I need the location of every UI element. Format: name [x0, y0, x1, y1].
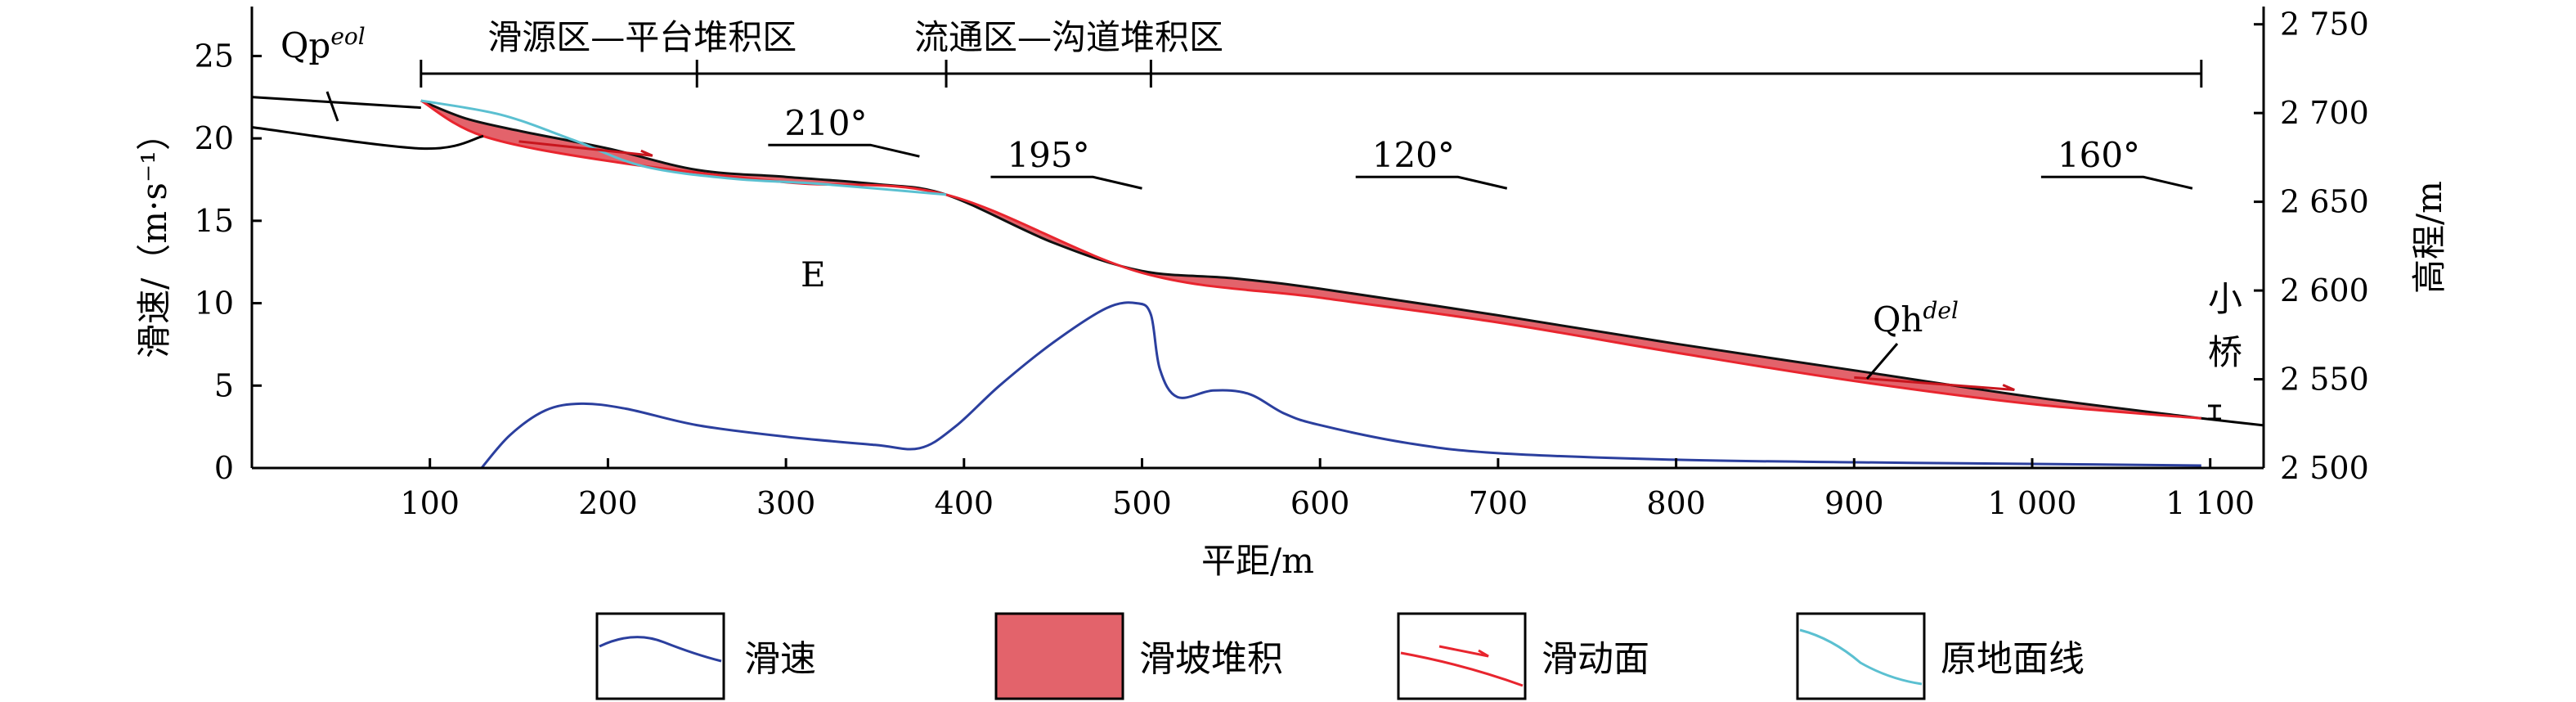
qp-leader	[325, 91, 339, 122]
y-left-tick-label: 20	[195, 120, 234, 156]
y-right-tick-label: 2 550	[2280, 362, 2369, 398]
zone-layer: 滑源区—平台堆积区 流通区—沟道堆积区	[420, 17, 2203, 88]
direction-layer: 210° 195° 120° 160°	[768, 103, 2193, 190]
original-ground-line	[420, 99, 947, 196]
ticks-layer: 100 200 300 400 500 600 700 800 900 1 000 1 100051…	[195, 7, 2369, 521]
deposit-top-line	[420, 99, 2201, 420]
deposit-layer	[420, 101, 2201, 419]
x-tick-label: 1 000	[1988, 485, 2077, 521]
x-tick-label: 600	[1290, 485, 1350, 521]
boundary-line-1	[251, 126, 484, 151]
axes-layer	[250, 7, 2265, 470]
y-right-tick-label: 2 700	[2280, 95, 2369, 131]
right-axis-title: 高程/m	[2409, 181, 2449, 294]
legend-item-speed: 滑速	[595, 612, 816, 700]
y-right-tick-label: 2 750	[2280, 7, 2369, 43]
legend: 滑速 滑坡堆积 滑动面 原地面线	[595, 612, 2085, 700]
x-tick-label: 1 100	[2165, 485, 2255, 521]
direction-marker-3	[2040, 175, 2193, 190]
x-tick-label: 300	[756, 485, 816, 521]
svg-text:滑速: 滑速	[744, 638, 816, 680]
svg-text:滑动面: 滑动面	[1542, 638, 1649, 680]
x-tick-label: 500	[1112, 485, 1172, 521]
x-tick-label: 400	[935, 485, 994, 521]
x-axis-title: 平距/m	[1201, 541, 1314, 581]
legend-item-deposit: 滑坡堆积	[994, 612, 1283, 700]
bridge-label-1: 小	[2208, 279, 2242, 319]
qh-leader	[1865, 343, 1899, 380]
legend-item-slip: 滑动面	[1397, 612, 1649, 700]
zone-label-1: 流通区—沟道堆积区	[914, 17, 1223, 57]
zone-label-0: 滑源区—平台堆积区	[487, 17, 797, 57]
bridge-label-2: 桥	[2208, 332, 2242, 372]
x-tick-label: 700	[1469, 485, 1528, 521]
y-left-tick-label: 25	[195, 38, 234, 74]
annotation-layer: 平距/m 滑速/（m·s⁻¹） 高程/m Qpeol E Qhdel 小 桥	[134, 23, 2449, 581]
y-left-tick-label: 15	[195, 203, 234, 239]
y-left-tick-label: 5	[214, 367, 234, 403]
y-right-tick-label: 2 600	[2280, 272, 2369, 308]
legend-swatch-slip	[1400, 651, 1524, 687]
direction-marker-2	[1355, 175, 1508, 190]
y-left-tick-label: 10	[195, 286, 234, 322]
svg-text:滑坡堆积: 滑坡堆积	[1139, 638, 1283, 680]
x-tick-label: 100	[400, 485, 460, 521]
direction-marker-1	[990, 175, 1142, 190]
deposit-area	[420, 101, 2201, 419]
direction-label-0: 210°	[784, 103, 867, 143]
qh-label: Qhdel	[1873, 297, 1959, 340]
slip-direction-arrow-0	[518, 140, 653, 157]
y-right-tick-label: 2 650	[2280, 184, 2369, 220]
legend-swatch-speed	[599, 636, 722, 663]
boundary-line-0	[251, 96, 421, 110]
bridge-icon	[2208, 404, 2221, 421]
x-tick-label: 800	[1646, 485, 1706, 521]
legend-swatch-deposit	[994, 612, 1124, 700]
y-left-tick-label: 0	[214, 450, 234, 486]
slip-surface-line	[420, 99, 2201, 420]
direction-marker-0	[768, 143, 920, 158]
y-right-tick-label: 2 500	[2280, 450, 2369, 486]
svg-text:原地面线: 原地面线	[1941, 638, 2085, 680]
legend-swatch-ground	[1799, 628, 1923, 686]
slip-direction-arrow-1	[1854, 376, 2015, 392]
direction-label-2: 120°	[1372, 135, 1455, 175]
qp-label: Qpeol	[280, 23, 366, 65]
direction-label-1: 195°	[1007, 135, 1089, 175]
x-tick-label: 200	[578, 485, 638, 521]
x-tick-label: 900	[1824, 485, 1884, 521]
boundary-line-2	[2201, 416, 2264, 427]
direction-label-3: 160°	[2058, 135, 2140, 175]
legend-item-ground: 原地面线	[1796, 612, 2085, 700]
legend-swatch-slip-arrow	[1438, 645, 1489, 658]
left-axis-title: 滑速/（m·s⁻¹）	[134, 116, 174, 358]
e-label: E	[801, 254, 826, 295]
